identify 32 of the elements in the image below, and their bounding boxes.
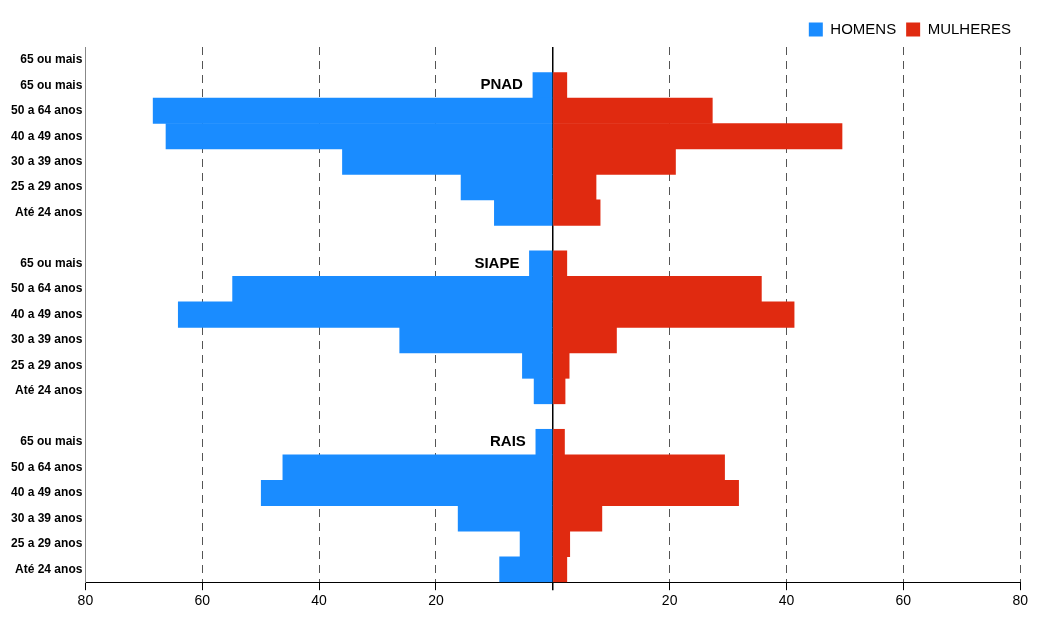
y-tick-label: Até 24 anos: [15, 383, 83, 398]
y-tick-label: 25 a 29 anos: [10, 357, 83, 372]
annotation: RAIS: [490, 432, 526, 450]
y-tick-label: Até 24 anos: [15, 204, 83, 219]
legend-label: HOMENS: [830, 19, 897, 37]
x-tick-label: 60: [194, 592, 211, 609]
y-tick-label: 65 ou mais: [20, 52, 83, 67]
y-tick-label: 65 ou mais: [20, 434, 83, 449]
y-tick-label: 65 ou mais: [20, 77, 83, 92]
x-tick-label: 40: [311, 592, 328, 609]
x-tick-label: 40: [778, 592, 795, 609]
y-tick-label: 65 ou mais: [20, 255, 83, 270]
x-tick-label: 60: [895, 592, 912, 609]
y-tick-label: 40 a 49 anos: [10, 306, 83, 321]
x-tick-label: 20: [428, 592, 444, 609]
legend-label: MULHERES: [927, 19, 1012, 37]
y-tick-label: 40 a 49 anos: [10, 485, 83, 500]
y-tick-label: 30 a 39 anos: [10, 154, 83, 168]
y-tick-label: 30 a 39 anos: [10, 332, 83, 347]
y-tick-label: Até 24 anos: [15, 561, 83, 576]
x-tick-label: 80: [77, 592, 94, 609]
y-tick-label: 25 a 29 anos: [10, 179, 83, 194]
annotation: PNAD: [480, 75, 524, 93]
annotation: SIAPE: [474, 253, 520, 271]
y-tick-label: 30 a 39 anos: [10, 510, 83, 525]
y-tick-label: 25 a 29 anos: [10, 536, 83, 551]
x-tick-label: 20: [661, 592, 678, 609]
x-tick-label: 80: [1012, 592, 1029, 609]
y-tick-label: 50 a 64 anos: [10, 281, 83, 296]
y-tick-label: 40 a 49 anos: [10, 128, 83, 143]
y-tick-label: 50 a 64 anos: [10, 103, 83, 118]
y-tick-label: 50 a 64 anos: [10, 459, 83, 474]
